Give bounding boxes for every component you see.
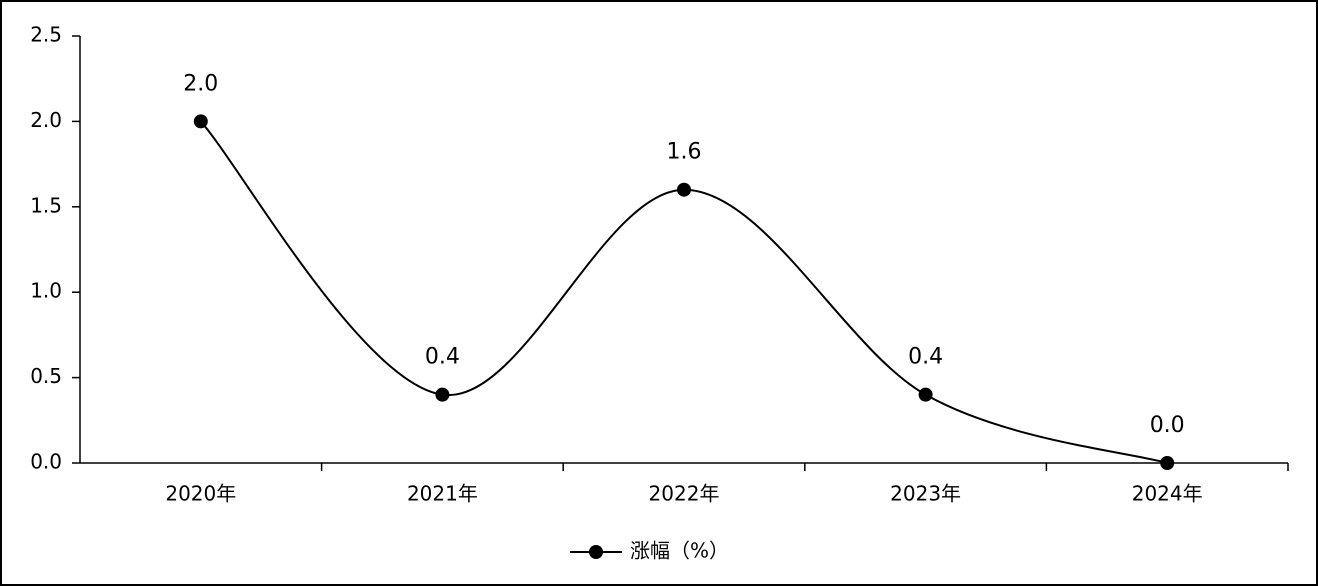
x-tick-label: 2021年 — [407, 482, 478, 506]
point-marker — [193, 114, 208, 129]
y-tick-label: 2.0 — [30, 108, 62, 132]
point-marker — [918, 387, 933, 402]
x-tick-label: 2024年 — [1132, 482, 1203, 506]
x-tick-label: 2022年 — [649, 482, 720, 506]
y-tick-label: 1.0 — [30, 279, 62, 303]
point-marker — [1160, 456, 1175, 470]
point-marker — [435, 387, 450, 402]
data-label: 0.4 — [908, 345, 943, 370]
x-tick-label: 2020年 — [165, 482, 236, 506]
data-label: 1.6 — [667, 140, 702, 165]
y-tick-label: 1.5 — [30, 193, 62, 217]
y-tick-label: 0.0 — [30, 450, 62, 474]
data-label: 0.4 — [425, 345, 460, 370]
data-label: 0.0 — [1150, 413, 1185, 438]
y-tick-label: 2.5 — [30, 23, 62, 47]
data-label: 2.0 — [183, 71, 218, 96]
legend-marker — [589, 545, 603, 559]
point-marker — [677, 182, 691, 197]
y-tick-label: 0.5 — [30, 364, 62, 388]
legend-label: 涨幅（%） — [630, 539, 729, 563]
x-tick-label: 2023年 — [890, 482, 961, 506]
series-line — [200, 120, 1168, 464]
